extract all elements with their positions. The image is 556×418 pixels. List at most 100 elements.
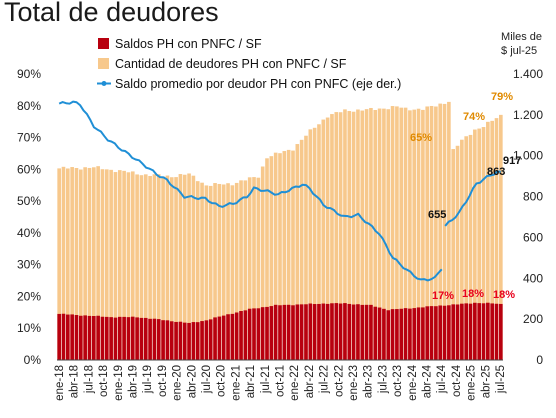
x-axis-tick-label: ene-25 (466, 365, 478, 401)
bar-saldos-ph (438, 305, 443, 360)
bar-saldos-ph (425, 306, 430, 360)
left-axis-tick-label: 60% (17, 162, 41, 176)
bar-saldos-ph (135, 317, 139, 360)
bar-cantidad-deudores (369, 107, 373, 361)
bar-cantidad-deudores (66, 168, 70, 360)
bar-saldos-ph (247, 308, 252, 360)
bar-saldos-ph (325, 303, 330, 360)
bar-saldos-ph (317, 303, 321, 360)
bar-saldos-ph (161, 320, 165, 360)
bar-cantidad-deudores (408, 110, 412, 361)
bar-cantidad-deudores (87, 167, 92, 360)
bar-cantidad-deudores (451, 149, 456, 360)
bar-cantidad-deudores (382, 108, 386, 360)
x-axis-tick-label: oct-24 (451, 364, 463, 397)
bar-cantidad-deudores (191, 175, 196, 360)
bar-saldos-ph (347, 303, 352, 360)
data-label: 79% (491, 91, 513, 103)
x-axis-tick-label: jul-22 (319, 365, 331, 394)
x-axis-tick-label: ene-22 (289, 365, 301, 401)
bar-cantidad-deudores (338, 112, 343, 360)
bar-cantidad-deudores (412, 109, 417, 360)
bar-saldos-ph (364, 304, 369, 360)
bar-saldos-ph (217, 316, 222, 360)
bar-saldos-ph (221, 315, 226, 360)
bar-cantidad-deudores (473, 129, 477, 360)
bar-cantidad-deudores (260, 166, 265, 360)
bar-cantidad-deudores (74, 168, 79, 360)
data-label: 863 (487, 166, 505, 178)
bar-cantidad-deudores (265, 158, 269, 360)
left-axis-tick-label: 50% (17, 194, 41, 208)
bar-cantidad-deudores (490, 120, 494, 360)
chart-title: Total de deudores (4, 0, 219, 27)
bar-cantidad-deudores (269, 156, 274, 360)
bar-cantidad-deudores (334, 112, 339, 360)
bar-saldos-ph (334, 303, 339, 360)
bar-saldos-ph (321, 303, 326, 360)
bar-cantidad-deudores (174, 177, 178, 360)
bar-cantidad-deudores (100, 169, 105, 360)
right-axis-tick-label: 1.200 (513, 108, 543, 122)
bar-cantidad-deudores (321, 119, 326, 361)
bar-saldos-ph (291, 305, 295, 360)
bar-saldos-ph (113, 317, 118, 360)
bar-saldos-ph (395, 309, 399, 360)
bar-cantidad-deudores (390, 106, 395, 361)
bar-saldos-ph (295, 304, 300, 360)
x-axis-tick-label: abr-19 (128, 365, 140, 398)
bar-cantidad-deudores (113, 172, 118, 360)
bar-saldos-ph (204, 320, 209, 360)
bar-saldos-ph (87, 315, 92, 360)
bar-saldos-ph (152, 318, 157, 360)
bar-saldos-ph (126, 317, 131, 360)
legend-label: Saldo promedio por deudor PH con PNFC (e… (115, 77, 401, 91)
bar-cantidad-deudores (143, 174, 148, 360)
bar-cantidad-deudores (239, 180, 243, 360)
bar-cantidad-deudores (117, 170, 122, 360)
bar-saldos-ph (434, 306, 438, 360)
bar-saldos-ph (165, 320, 170, 360)
x-axis-tick-label: ene-24 (407, 364, 419, 400)
bar-cantidad-deudores (486, 121, 490, 361)
bar-cantidad-deudores (468, 134, 473, 360)
data-label: 65% (410, 132, 432, 144)
bar-cantidad-deudores (425, 106, 430, 360)
data-label: 17% (432, 290, 454, 302)
bar-saldos-ph (360, 304, 365, 360)
bar-saldos-ph (460, 303, 464, 360)
bar-saldos-ph (308, 303, 313, 360)
bar-saldos-ph (455, 304, 460, 360)
bar-cantidad-deudores (148, 175, 152, 360)
bar-saldos-ph (83, 315, 87, 360)
right-axis-tick-label: 800 (523, 190, 543, 204)
x-axis-tick-label: abr-21 (245, 365, 257, 398)
bar-cantidad-deudores (421, 109, 425, 360)
bar-cantidad-deudores (200, 182, 204, 360)
bar-saldos-ph (330, 303, 334, 360)
legend: Saldos PH con PNFC / SF Cantidad de deudo… (97, 37, 401, 91)
right-axis-unit-line-1: Miles de (501, 31, 542, 43)
x-axis-tick-label: jul-25 (495, 365, 507, 394)
bar-saldos-ph (109, 317, 113, 360)
bar-cantidad-deudores (70, 167, 74, 360)
bar-saldos-ph (286, 304, 291, 360)
bar-saldos-ph (169, 321, 174, 360)
bar-saldos-ph (382, 308, 386, 360)
bar-cantidad-deudores (221, 184, 226, 360)
bar-cantidad-deudores (364, 109, 369, 360)
bar-cantidad-deudores (213, 183, 217, 360)
bar-cantidad-deudores (57, 168, 61, 360)
bar-cantidad-deudores (308, 129, 313, 360)
right-axis-tick-label: 600 (523, 230, 543, 244)
bar-cantidad-deudores (247, 177, 252, 360)
bar-cantidad-deudores (399, 107, 404, 361)
bar-saldos-ph (61, 313, 66, 360)
x-axis-tick-label: jul-20 (201, 365, 213, 394)
legend-swatch-marker (101, 81, 107, 86)
legend-swatch-saldos (98, 38, 109, 49)
bar-saldos-ph (464, 303, 469, 360)
legend-swatch-cantidad (98, 58, 109, 69)
bar-saldos-ph (100, 316, 105, 360)
